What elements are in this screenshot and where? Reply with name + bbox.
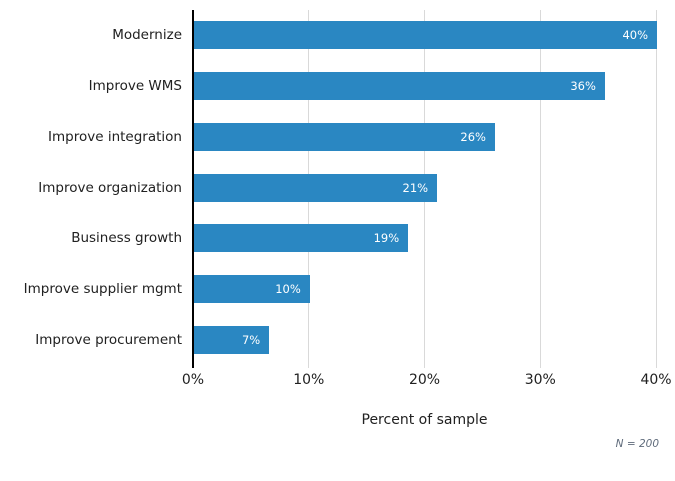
bar-value-label: 36% — [570, 79, 596, 94]
bar-value-label: 7% — [241, 332, 261, 347]
bar-improve-organization: 21% — [194, 173, 438, 202]
bar-value-label: 26% — [460, 129, 486, 144]
category-label-improve-wms: Improve WMS — [88, 78, 182, 95]
bar-improve-procurement: 7% — [194, 325, 270, 354]
bar-improve-integration: 26% — [194, 122, 495, 151]
category-label-improve-procurement: Improve procurement — [35, 331, 182, 348]
x-tick-label-30%: 30% — [524, 372, 556, 388]
x-tick-label-40%: 40% — [640, 372, 672, 388]
bar-business-growth: 19% — [194, 224, 409, 253]
bar-improve-wms: 36% — [194, 72, 605, 101]
gridline-40% — [655, 10, 657, 368]
category-label-improve-supplier-mgmt: Improve supplier mgmt — [23, 280, 182, 297]
x-tick-label-0%: 0% — [181, 372, 205, 388]
plot-area: 40% 36% 26% 21% 19% 10% 7% — [192, 10, 657, 368]
x-tick-label-20%: 20% — [408, 372, 441, 388]
y-axis-line — [192, 10, 194, 368]
bar-improve-supplier-mgmt: 10% — [194, 274, 310, 303]
bar-value-label: 19% — [373, 231, 400, 246]
category-label-modernize: Modernize — [112, 27, 182, 44]
category-label-business-growth: Business growth — [71, 230, 182, 247]
sample-size-note: N = 200 — [615, 438, 659, 450]
bar-value-label: 21% — [402, 180, 429, 195]
x-tick-label-10%: 10% — [293, 372, 325, 388]
bar-modernize: 40% — [194, 21, 657, 50]
x-axis-title: Percent of sample — [361, 412, 488, 428]
gridline-30% — [539, 10, 541, 368]
category-label-improve-integration: Improve integration — [48, 128, 182, 145]
category-label-improve-organization: Improve organization — [38, 179, 182, 196]
bar-value-label: 10% — [275, 281, 301, 296]
bar-value-label: 40% — [622, 28, 648, 43]
